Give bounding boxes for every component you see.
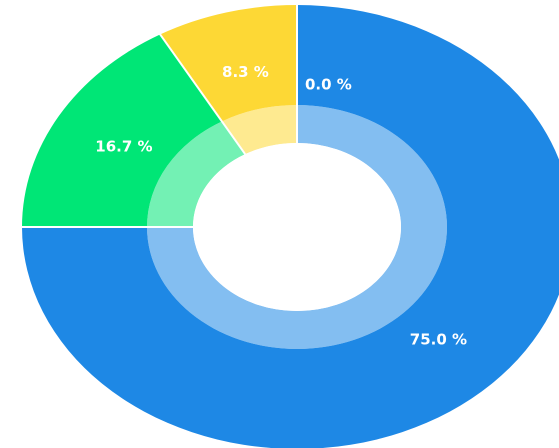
- slice-inner-1: [147, 121, 246, 227]
- slice-separator-2: [158, 32, 247, 155]
- slice-separators: [20, 3, 298, 228]
- slice-inner-2: [222, 105, 297, 155]
- outer-ring: [22, 5, 559, 448]
- slice-labels: 75.0 % 16.7 % 8.3 % 0.0 %: [95, 63, 467, 349]
- slice-label-2: 8.3 %: [222, 63, 269, 81]
- slice-label-0: 75.0 %: [410, 331, 467, 349]
- slice-label-1: 16.7 %: [95, 137, 152, 155]
- slice-inner-0: [147, 105, 447, 349]
- slice-2: [159, 5, 297, 122]
- inner-ring: [147, 105, 447, 349]
- slice-label-3: 0.0 %: [305, 76, 352, 94]
- slice-0: [22, 5, 559, 448]
- slice-1: [22, 34, 223, 228]
- donut-hole: [193, 143, 401, 311]
